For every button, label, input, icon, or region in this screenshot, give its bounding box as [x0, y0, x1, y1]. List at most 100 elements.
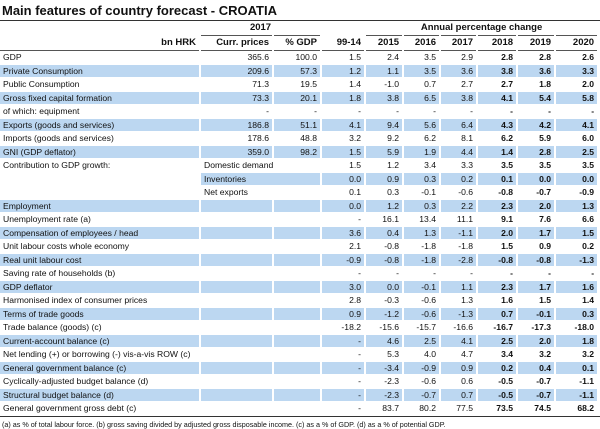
row-label: Employment — [0, 199, 201, 213]
cell: 19.5 — [273, 77, 323, 92]
cell: 1.3 — [555, 199, 600, 213]
cell: 6.6 — [555, 212, 600, 227]
column-header: 99-14 — [321, 35, 367, 51]
cell: 4.1 — [477, 91, 519, 105]
cell: 1.2 — [321, 64, 367, 78]
cell: -0.8 — [365, 239, 405, 254]
table-row: General government gross debt (c) -83.7 80… — [0, 401, 600, 416]
cell: 2.3 — [477, 280, 519, 294]
table-row: Harmonised index of consumer prices 2.8 -0… — [0, 293, 600, 308]
cell: -0.9 — [555, 185, 600, 200]
cell: -0.6 — [403, 293, 442, 308]
column-header: bn HRK — [0, 35, 201, 51]
cell: -1.3 — [440, 307, 479, 321]
cell: -0.6 — [440, 185, 479, 200]
cell: - — [403, 266, 442, 281]
cell: -0.6 — [403, 374, 442, 389]
row-label — [0, 172, 201, 186]
cell: 83.7 — [365, 401, 405, 416]
cell: - — [477, 266, 519, 281]
cell: - — [555, 104, 600, 119]
cell: 2.2 — [440, 199, 479, 213]
cell — [200, 226, 274, 240]
row-label: Terms of trade goods — [0, 307, 201, 321]
header-row: 2017 Annual percentage change — [0, 21, 600, 36]
cell: 1.5 — [555, 226, 600, 240]
row-label: Harmonised index of consumer prices — [0, 293, 201, 308]
cell: 1.5 — [321, 50, 367, 65]
header-row: bn HRK Curr. prices% GDP 99-14 2015 2016 2017… — [0, 35, 600, 51]
header-group: Annual percentage change — [365, 21, 600, 36]
row-label: Unit labour costs whole economy — [0, 239, 201, 254]
cell: -2.3 — [365, 374, 405, 389]
cell: 5.9 — [517, 131, 557, 146]
cell — [273, 374, 323, 389]
cell: -0.7 — [403, 388, 442, 402]
header-cell — [0, 21, 201, 36]
cell: 2.8 — [517, 50, 557, 65]
cell: 4.3 — [477, 118, 519, 132]
cell: 2.0 — [555, 77, 600, 92]
cell: 2.6 — [555, 50, 600, 65]
cell: -0.8 — [477, 185, 519, 200]
cell — [200, 388, 274, 402]
cell: -0.7 — [517, 374, 557, 389]
cell: 3.8 — [440, 91, 479, 105]
column-header: 2020 — [555, 35, 600, 51]
cell: 1.4 — [321, 77, 367, 92]
cell: -0.6 — [403, 307, 442, 321]
cell: 4.1 — [321, 118, 367, 132]
cell: -1.8 — [440, 239, 479, 254]
cell: -1.0 — [365, 77, 405, 92]
cell — [200, 212, 274, 227]
cell: 0.7 — [477, 307, 519, 321]
cell: 98.2 — [273, 145, 323, 159]
cell: 11.1 — [440, 212, 479, 227]
cell: 0.0 — [321, 199, 367, 213]
cell: 2.1 — [321, 239, 367, 254]
table-row: Public Consumption 71.3 19.5 1.4 -1.0 0.7 2.7 2… — [0, 77, 600, 92]
cell: -0.8 — [365, 253, 405, 267]
row-label: GDP deflator — [0, 280, 201, 294]
table-row: of which: equipment - - - - - - - - - — [0, 104, 600, 119]
table-row: Imports (goods and services) 178.6 48.8 3.2… — [0, 131, 600, 146]
cell: 7.6 — [517, 212, 557, 227]
cell — [273, 334, 323, 348]
table-row: Employment 0.0 1.2 0.3 2.2 2.3 2.0 1.3 — [0, 199, 600, 213]
row-label: Trade balance (goods) (c) — [0, 320, 201, 335]
cell: -0.8 — [477, 253, 519, 267]
table-row: Net exports 0.1 0.3 -0.1 -0.6 -0.8 -0.7 -0.9 — [0, 185, 600, 200]
cell: 3.8 — [365, 91, 405, 105]
column-header: Curr. prices — [200, 35, 274, 51]
cell: -0.9 — [403, 361, 442, 375]
cell: 73.5 — [477, 401, 519, 416]
cell: 6.5 — [403, 91, 442, 105]
cell: 2.0 — [477, 226, 519, 240]
cell: 0.3 — [365, 185, 405, 200]
cell: 1.5 — [321, 145, 367, 159]
cell: 1.7 — [517, 280, 557, 294]
cell: 3.2 — [321, 131, 367, 146]
cell: 0.2 — [477, 361, 519, 375]
cell: 0.6 — [440, 374, 479, 389]
cell: 1.7 — [517, 226, 557, 240]
cell: -0.8 — [517, 253, 557, 267]
cell: 1.1 — [365, 64, 405, 78]
row-label: Current-account balance (c) — [0, 334, 201, 348]
row-label: GNI (GDP deflator) — [0, 145, 201, 159]
cell: 4.2 — [517, 118, 557, 132]
cell: 0.0 — [321, 172, 367, 186]
cell: 4.0 — [403, 347, 442, 362]
cell: 1.8 — [321, 91, 367, 105]
cell: 2.8 — [517, 145, 557, 159]
column-header: 2015 — [365, 35, 405, 51]
table-row: Net lending (+) or borrowing (-) vis-a-v… — [0, 347, 600, 362]
cell: -1.1 — [555, 374, 600, 389]
cell: 1.6 — [555, 280, 600, 294]
cell: 2.8 — [477, 50, 519, 65]
cell: 4.7 — [440, 347, 479, 362]
cell: 3.2 — [517, 347, 557, 362]
cell: 3.6 — [517, 64, 557, 78]
cell: 51.1 — [273, 118, 323, 132]
column-header: 2018 — [477, 35, 519, 51]
